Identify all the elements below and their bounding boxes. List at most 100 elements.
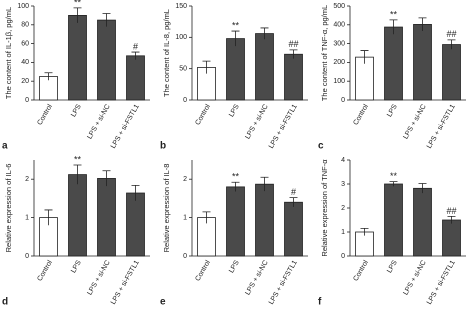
y-axis-label: Relative expression of IL-6 [4,164,13,253]
significance-mark: ** [232,172,240,182]
bar [284,53,303,101]
y-tick-label: 0 [341,97,345,104]
significance-mark: # [291,187,296,197]
error-bar [73,7,82,23]
y-axis-label: Relative expression of TNF-α [320,159,329,257]
y-tick-label: 100 [17,3,29,10]
x-tick-label: Control [36,103,54,126]
panel-letter: c [318,141,324,152]
significance-mark: ** [232,20,240,30]
y-tick-label: 500 [333,3,345,10]
bar [226,186,245,257]
bar [97,178,116,257]
y-tick-label: 2 [341,205,345,212]
bar [413,24,432,101]
y-axis-label: The content of IL-1β, pg/mL [4,7,13,99]
y-tick-label: 0 [183,97,187,104]
y-tick-label: 3 [341,181,345,188]
panel-letter: b [160,141,166,152]
y-tick-label: 1 [341,229,345,236]
y-tick-label: 400 [333,22,345,29]
x-tick-label: LPS + si-NC [86,259,111,296]
y-tick-label: 50 [179,66,187,73]
panel-letter: e [160,297,166,308]
error-bar [260,27,269,40]
bar [442,44,461,101]
y-axis-label: Relative expression of IL-8 [162,164,171,253]
y-tick-label: 0 [25,97,29,104]
error-bar [447,39,456,50]
y-axis-label: The content of IL-8, pg/mL [162,9,171,97]
x-tick-label: Control [352,103,370,126]
bar [126,192,145,257]
bar [255,183,274,257]
x-tick-label: Control [36,259,54,282]
x-tick-label: LPS [70,103,83,118]
x-tick-label: LPS + si-NC [402,103,427,140]
x-tick-label: Control [194,259,212,282]
significance-mark: ** [74,0,82,7]
error-bar [131,51,140,60]
y-tick-label: 0 [341,253,345,260]
error-bar [202,60,211,74]
x-tick-label: LPS + si-NC [402,259,427,296]
error-bar [289,49,298,59]
y-tick-label: 1 [25,214,29,221]
y-tick-label: 300 [333,40,345,47]
y-tick-label: 4 [341,157,345,164]
y-tick-label: 80 [21,22,29,29]
significance-mark: ** [74,154,82,164]
y-tick-label: 2 [183,176,187,183]
y-axis-label: The content of TNF-α, pg/mL [320,5,329,101]
x-tick-label: Control [194,103,212,126]
bar [68,174,87,257]
bar [226,38,245,101]
panel-letter: f [318,297,322,308]
bar [384,26,403,101]
x-tick-label: LPS + si-FSTL1 [268,103,299,150]
significance-mark: ** [390,171,398,181]
x-tick-label: LPS + si-NC [86,103,111,140]
x-tick-label: Control [352,259,370,282]
x-tick-label: LPS + si-FSTL1 [268,259,299,306]
error-bar [73,164,82,185]
error-bar [202,211,211,224]
error-bar [102,13,111,27]
x-tick-label: LPS [228,259,241,274]
y-tick-label: 2 [25,176,29,183]
x-tick-label: LPS + si-FSTL1 [110,259,141,306]
y-tick-label: 100 [333,78,345,85]
error-bar [44,72,53,81]
error-bar [360,50,369,64]
y-tick-label: 20 [21,78,29,85]
y-tick-label: 0 [25,253,29,260]
y-tick-label: 150 [175,3,187,10]
error-bar [44,209,53,226]
error-bar [231,30,240,47]
error-bar [131,184,140,201]
y-tick-label: 60 [21,40,29,47]
bar [413,187,432,257]
x-tick-label: LPS + si-NC [244,259,269,296]
x-tick-label: LPS + si-FSTL1 [426,259,457,306]
x-tick-label: LPS [386,259,399,274]
bar [384,183,403,257]
bar [68,14,87,101]
x-tick-label: LPS [70,259,83,274]
error-bar [102,170,111,187]
bar [284,201,303,257]
panel-letter: d [2,297,8,308]
significance-mark: ** [390,9,398,19]
significance-mark: ## [446,206,456,216]
bar [255,33,274,101]
x-tick-label: LPS [386,103,399,118]
bar [126,55,145,101]
x-tick-label: LPS [228,103,241,118]
error-bar [389,19,398,35]
x-tick-label: LPS + si-FSTL1 [426,103,457,150]
y-tick-label: 40 [21,59,29,66]
error-bar [360,228,369,236]
bar [442,219,461,257]
y-tick-label: 100 [175,34,187,41]
